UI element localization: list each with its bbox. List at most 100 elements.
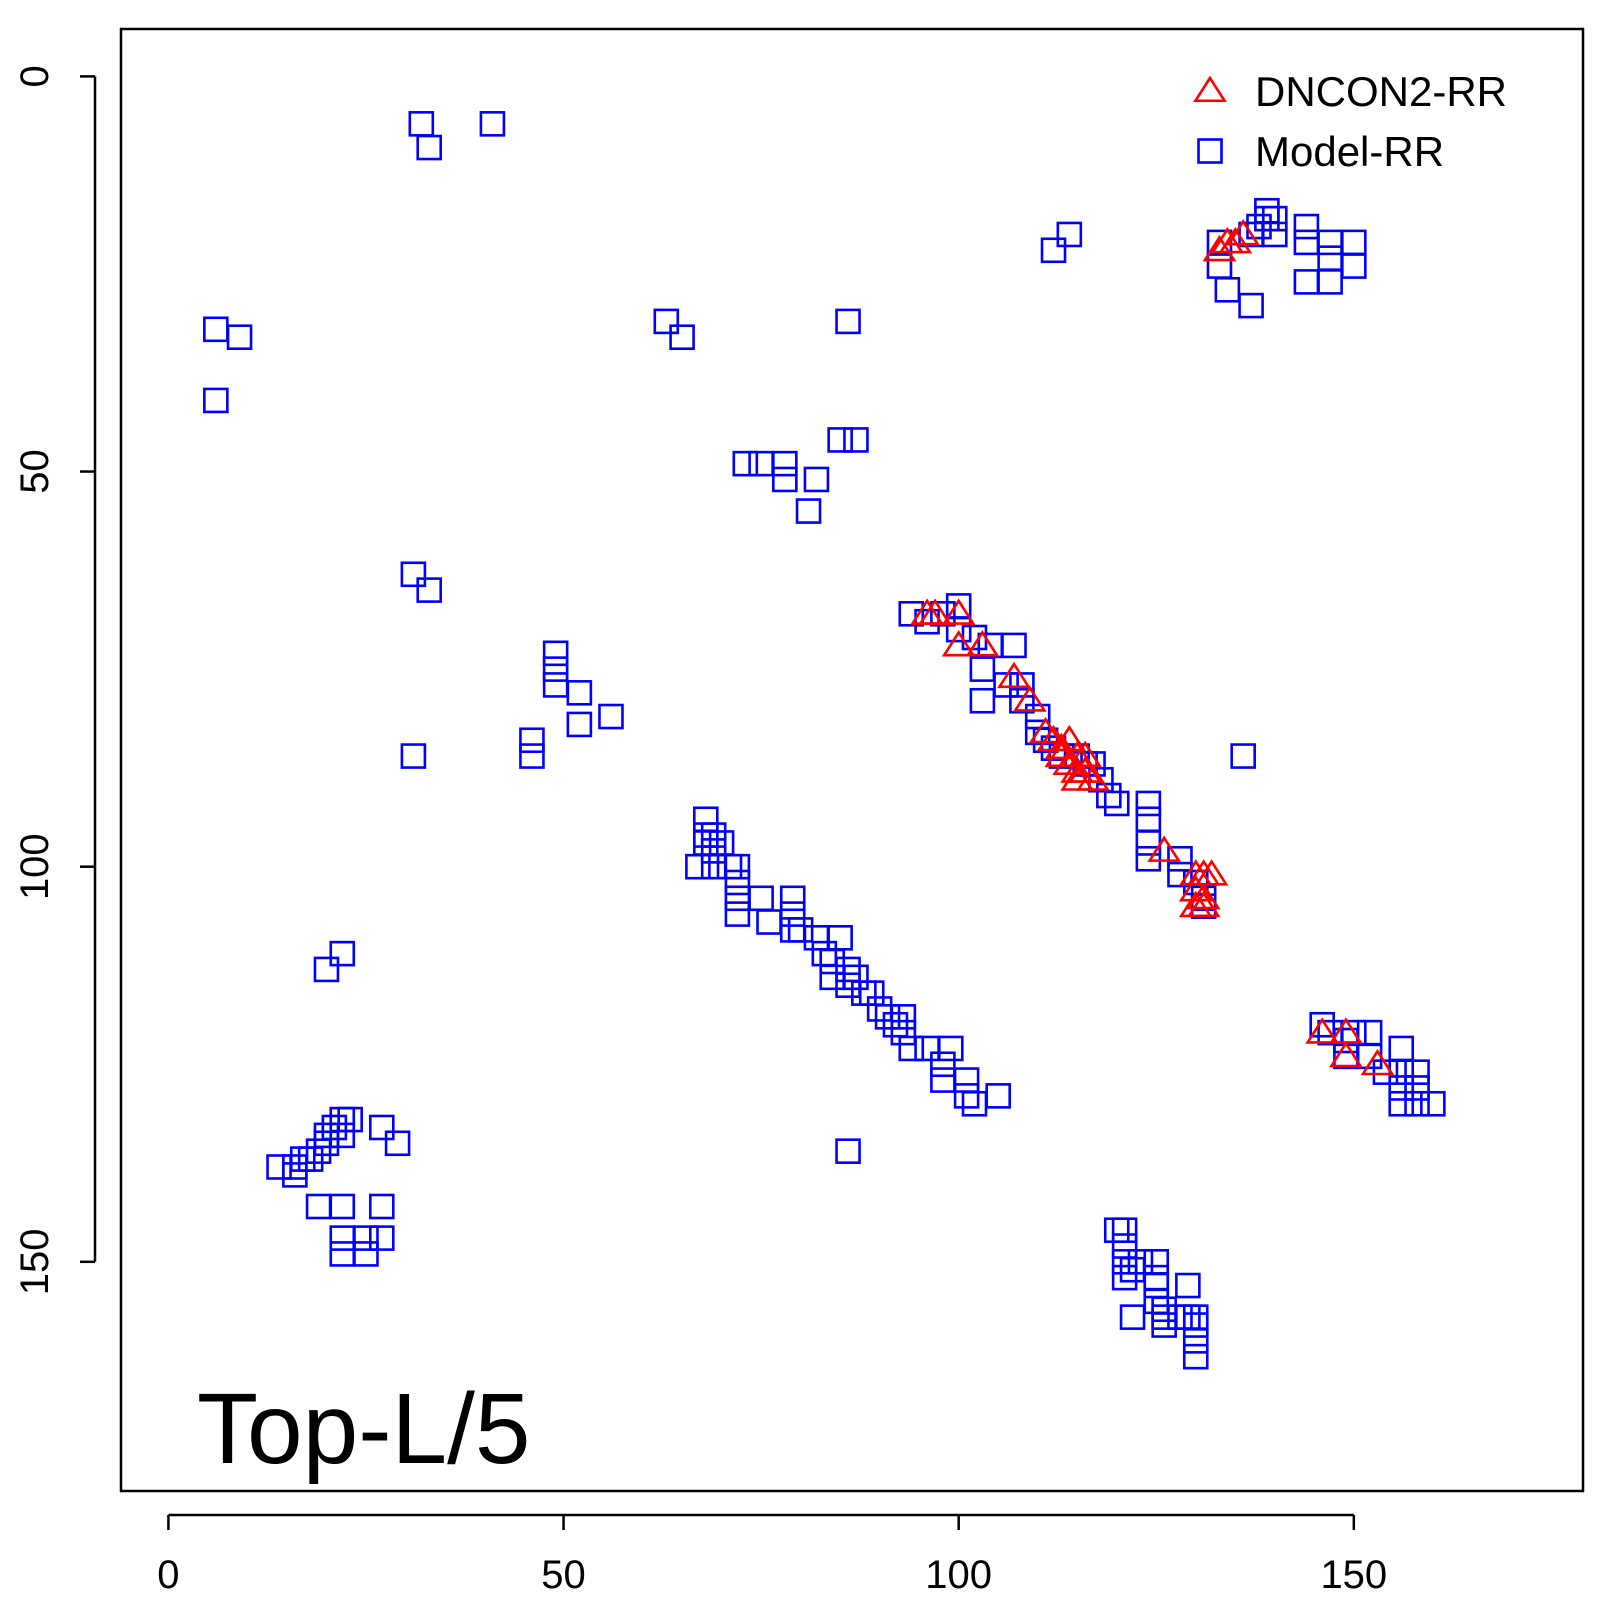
model-rr-point xyxy=(1135,845,1162,872)
model-rr-point xyxy=(835,1138,861,1164)
dncon2-rr-point xyxy=(1068,756,1103,783)
model-rr-point xyxy=(843,427,869,453)
model-rr-point xyxy=(937,1035,964,1062)
model-rr-point xyxy=(748,450,774,477)
legend-label: Model-RR xyxy=(1255,128,1444,175)
dncon2-rr-point xyxy=(1060,764,1095,791)
model-rr-point xyxy=(1135,790,1162,817)
model-rr-point xyxy=(329,1122,356,1149)
model-rr-point xyxy=(1111,1249,1138,1275)
model-rr-point xyxy=(827,427,853,453)
legend-label: DNCON2-RR xyxy=(1255,68,1507,115)
model-rr-point xyxy=(1111,1217,1138,1244)
model-rr-point xyxy=(1206,253,1233,279)
model-rr-point xyxy=(930,600,956,627)
model-rr-point xyxy=(297,1146,324,1172)
model-rr-point xyxy=(1167,1304,1193,1330)
plot-frame xyxy=(119,27,1585,1493)
x-tick-label: 150 xyxy=(1320,1553,1387,1597)
model-rr-point xyxy=(700,838,727,864)
model-rr-point xyxy=(835,956,861,983)
model-rr-point xyxy=(890,1019,917,1046)
model-rr-point xyxy=(1111,1264,1138,1291)
model-rr-point xyxy=(542,672,569,698)
model-rr-point xyxy=(866,996,893,1022)
model-rr-point xyxy=(1143,1288,1170,1315)
model-rr-point xyxy=(1024,703,1051,730)
dncon2-rr-point xyxy=(1186,890,1221,918)
model-rr-point xyxy=(1404,1090,1430,1117)
model-rr-point xyxy=(851,980,877,1006)
model-rr-point xyxy=(203,387,229,414)
dncon2-rr-point xyxy=(941,629,976,657)
model-rr-point xyxy=(969,656,996,682)
model-rr-point xyxy=(898,1035,925,1062)
dncon2-rr-point xyxy=(1044,732,1079,760)
model-rr-point xyxy=(1167,845,1193,872)
model-rr-point xyxy=(1103,1217,1130,1244)
model-rr-point xyxy=(1261,221,1288,248)
model-rr-point xyxy=(795,498,822,524)
dncon2-rr-point xyxy=(1052,748,1087,776)
model-rr-point xyxy=(1388,1090,1415,1117)
dncon2-rr-point xyxy=(1186,882,1221,910)
model-rr-point xyxy=(1238,292,1264,319)
model-rr-point xyxy=(1151,1312,1177,1338)
model-rr-point xyxy=(1317,229,1343,256)
model-rr-point xyxy=(1119,1304,1146,1330)
model-rr-point xyxy=(1341,1019,1367,1046)
y-axis: 0 50 100 150 xyxy=(13,65,97,1295)
model-rr-point xyxy=(692,830,719,856)
model-rr-point xyxy=(1230,743,1256,769)
model-rr-point xyxy=(858,980,885,1006)
model-rr-point xyxy=(827,925,853,951)
model-rr-point xyxy=(700,822,727,848)
dncon2-rr-point xyxy=(997,661,1031,689)
legend: DNCON2-RR Model-RR xyxy=(1193,68,1507,175)
model-rr-point xyxy=(1182,1312,1209,1338)
model-rr-point xyxy=(1317,269,1343,295)
model-rr-point xyxy=(961,1090,988,1117)
model-rr-point xyxy=(1293,269,1320,295)
model-rr-point xyxy=(1143,1272,1170,1299)
model-rr-point xyxy=(1293,213,1320,240)
x-tick-label: 50 xyxy=(541,1553,586,1597)
model-rr-point xyxy=(203,316,229,343)
model-rr-point xyxy=(874,1004,901,1030)
y-tick-label: 50 xyxy=(13,449,57,494)
model-rr-point xyxy=(1135,806,1162,833)
model-rr-point xyxy=(716,853,743,880)
model-rr-point xyxy=(1151,1296,1177,1323)
model-rr-point xyxy=(1420,1090,1446,1117)
model-rr-point xyxy=(305,1193,332,1220)
model-rr-point xyxy=(282,1162,308,1188)
model-rr-point xyxy=(1175,1272,1201,1299)
model-rr-point xyxy=(969,687,996,714)
model-rr-point xyxy=(1388,1075,1415,1101)
model-rr-point xyxy=(756,909,782,935)
model-rr-point xyxy=(400,743,427,769)
dncon2-rr-point xyxy=(1328,1040,1363,1068)
model-rr-point xyxy=(1182,1328,1209,1354)
model-rr-point xyxy=(724,901,751,927)
model-rr-point xyxy=(353,1225,379,1251)
model-rr-point xyxy=(1040,237,1067,264)
x-tick-label: 100 xyxy=(925,1553,992,1597)
model-rr-point xyxy=(685,853,711,880)
model-rr-point xyxy=(368,1114,395,1141)
model-rr-point xyxy=(1214,276,1241,303)
model-rr-point xyxy=(479,111,506,137)
model-rr-point xyxy=(700,853,727,880)
dncon2-rr-point xyxy=(941,598,976,625)
model-rr-point xyxy=(321,1114,348,1141)
model-rr-point xyxy=(542,656,569,682)
model-rr-point xyxy=(835,972,861,999)
dncon2-rr-point xyxy=(918,598,952,625)
model-rr-point xyxy=(772,466,798,493)
model-rr-point xyxy=(1096,782,1122,809)
dncon2-rr-point xyxy=(1305,1017,1340,1044)
model-rr-point xyxy=(945,616,972,643)
model-rr-point xyxy=(1356,1019,1383,1046)
model-rr-point xyxy=(1254,197,1280,224)
